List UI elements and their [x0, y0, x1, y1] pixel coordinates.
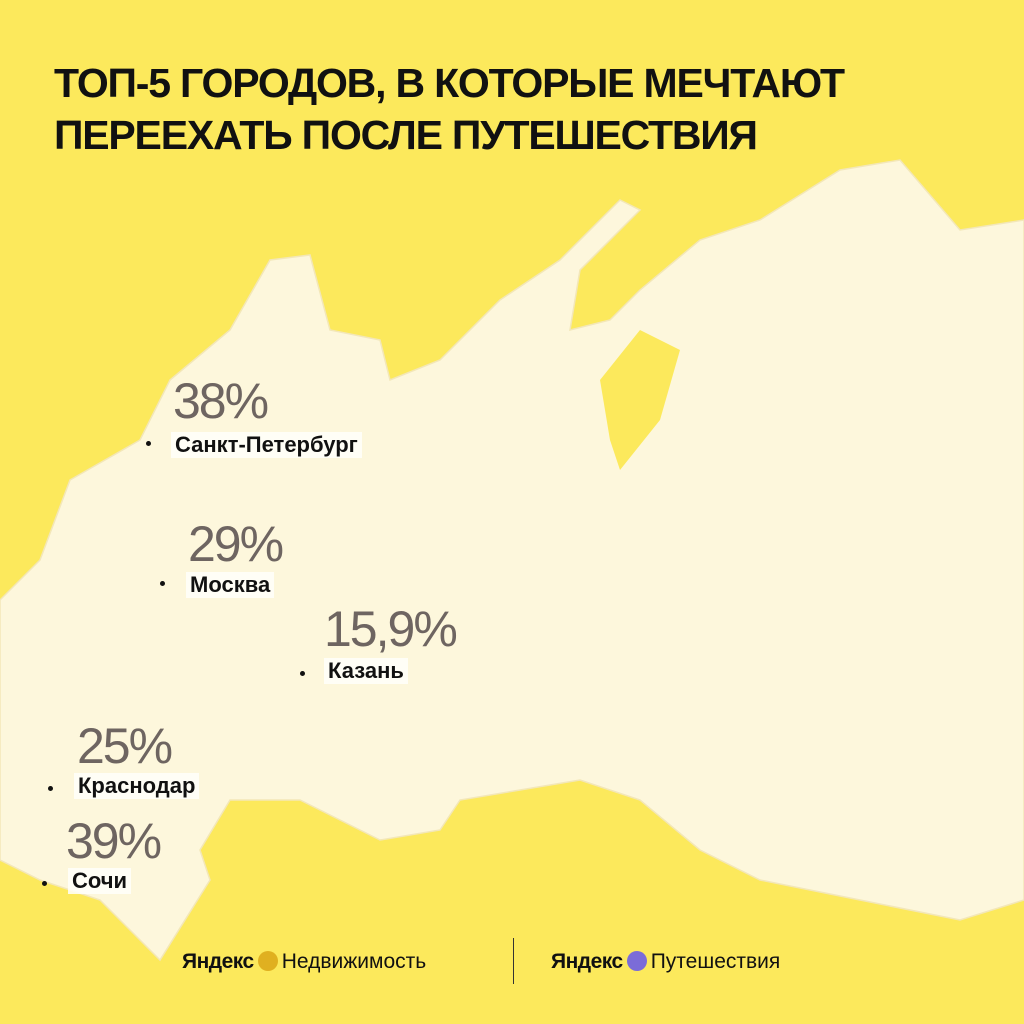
city-name: Казань	[324, 658, 408, 684]
russia-outline	[0, 159, 1024, 962]
brand: Яндекс	[551, 950, 623, 973]
city-dot	[160, 581, 165, 586]
baltic-inlet	[0, 450, 15, 480]
city-share: 15,9%	[324, 601, 458, 657]
city-dot	[48, 786, 53, 791]
icon	[626, 951, 647, 971]
divider	[513, 938, 514, 984]
city-share: 39%	[66, 813, 162, 869]
city-dot	[42, 881, 47, 886]
icon	[257, 951, 278, 971]
footer-right: Яндекс Путешествия	[551, 950, 780, 974]
city-name: Краснодар	[74, 773, 200, 799]
brand: Яндекс	[182, 950, 254, 973]
sea-of-okhotsk	[600, 330, 680, 470]
city-dot	[146, 441, 151, 446]
city-share: 38%	[173, 373, 269, 429]
product: Недвижимость	[281, 950, 427, 973]
title-line: ТОП-5 ГОРОДОВ, В КОТОРЫЕ МЕЧТАЮТ	[54, 60, 845, 106]
title-line: ПЕРЕЕХАТЬ ПОСЛЕ ПУТЕШЕСТВИЯ	[54, 112, 758, 158]
city-share: 29%	[188, 516, 284, 572]
city-share: 25%	[77, 718, 173, 774]
city-name: Москва	[186, 572, 275, 598]
city-dot	[300, 671, 305, 676]
city-name: Сочи	[68, 868, 132, 894]
product: Путешествия	[650, 950, 781, 973]
footer-left: Яндекс Недвижимость	[182, 950, 426, 974]
city-name: Санкт-Петербург	[171, 432, 362, 458]
